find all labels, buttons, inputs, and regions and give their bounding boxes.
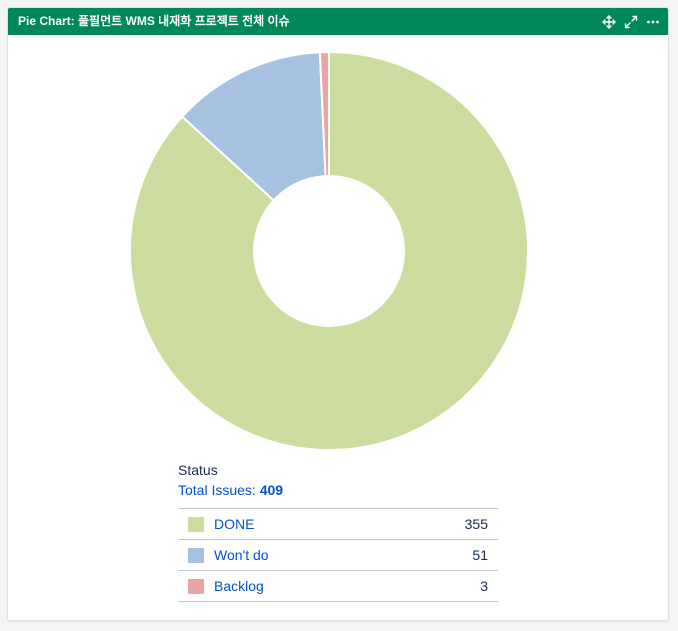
pie-chart [129,50,529,451]
legend-count: 3 [480,578,488,594]
legend-row: Won't do 51 [178,539,498,571]
header-icons [602,8,660,35]
more-icon[interactable] [646,15,660,29]
status-block: Status Total Issues: 409 [178,461,508,500]
total-issues-link[interactable]: Total Issues: 409 [178,480,508,500]
legend-table: DONE 355 Won't do 51 Backlog 3 [178,508,498,602]
gadget-header: Pie Chart: 풀필먼트 WMS 내재화 프로젝트 전체 이슈 [8,8,668,35]
legend-label[interactable]: Won't do [214,547,269,563]
status-label: Status [178,462,218,478]
pie-chart-gadget: Pie Chart: 풀필먼트 WMS 내재화 프로젝트 전체 이슈 [7,7,669,621]
legend-row: Backlog 3 [178,570,498,602]
legend-label[interactable]: Backlog [214,578,264,594]
legend-swatch [188,547,204,563]
legend-swatch [188,578,204,594]
move-icon[interactable] [602,14,616,29]
legend-swatch-cell [178,540,214,571]
total-issues-label: Total Issues: [178,482,260,498]
legend-swatch-cell [178,571,214,602]
donut-hole [253,175,405,327]
legend-swatch [188,516,204,532]
legend-count: 355 [464,516,488,532]
legend-count: 51 [472,547,488,563]
gadget-title: Pie Chart: 풀필먼트 WMS 내재화 프로젝트 전체 이슈 [18,14,290,28]
legend-swatch-cell [178,509,214,540]
total-issues-count: 409 [259,482,284,498]
legend-label[interactable]: DONE [214,516,255,532]
legend-row: DONE 355 [178,508,498,540]
expand-icon[interactable] [624,15,638,29]
